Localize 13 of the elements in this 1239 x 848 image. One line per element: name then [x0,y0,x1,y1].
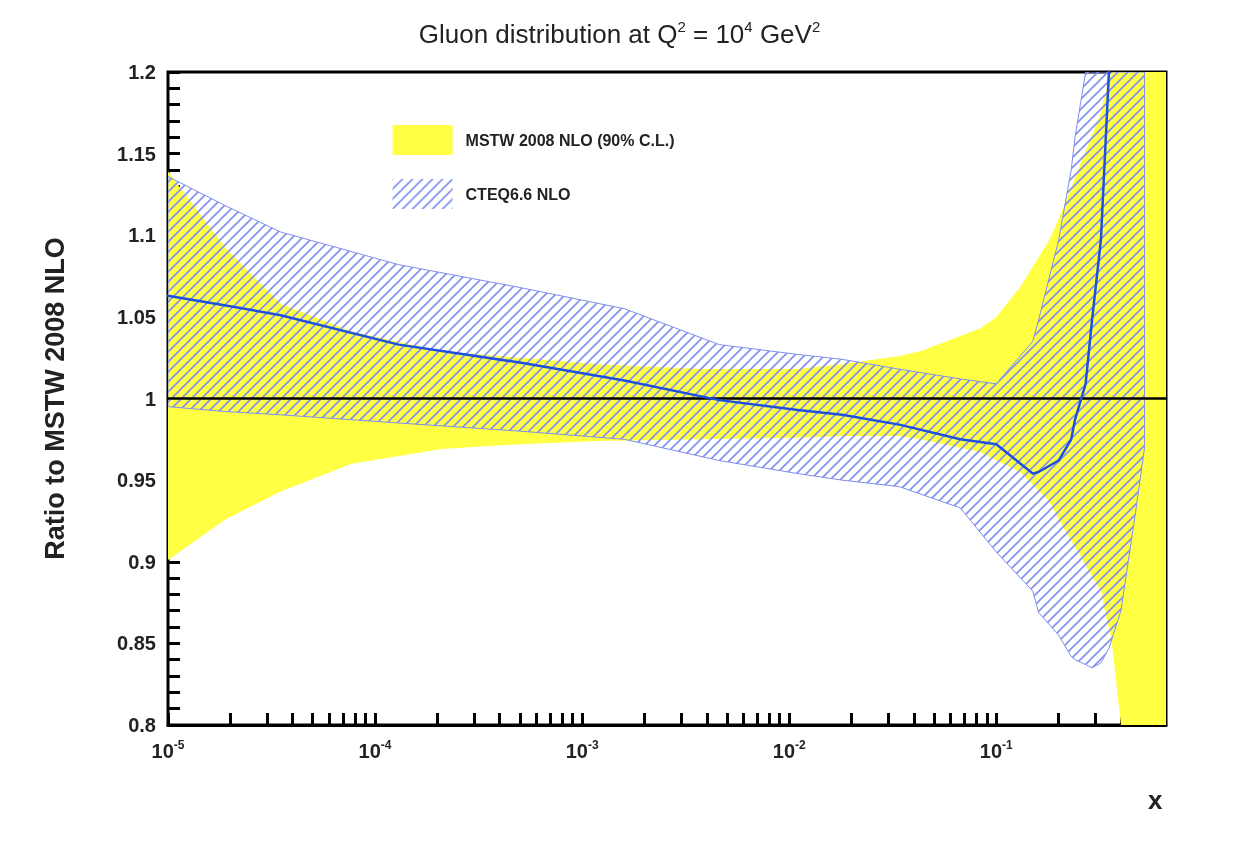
y-tick-label: 1.1 [128,224,156,247]
y-tick-label: 0.95 [117,469,156,492]
y-tick-label: 1.2 [128,61,156,83]
legend-label: MSTW 2008 NLO (90% C.L.) [465,131,675,149]
y-tick-label: 1.05 [117,305,156,328]
y-tick-label: 1.15 [117,142,156,165]
legend-label: CTEQ6.6 NLO [465,185,571,203]
y-tick-label: 1 [144,387,156,410]
x-axis-title: x [1148,785,1163,815]
y-axis-title: Ratio to MSTW 2008 NLO [39,237,70,560]
y-tick-label: 0.8 [128,714,156,736]
y-tick-label: 0.85 [117,632,156,655]
y-tick-label: 0.9 [128,550,156,573]
